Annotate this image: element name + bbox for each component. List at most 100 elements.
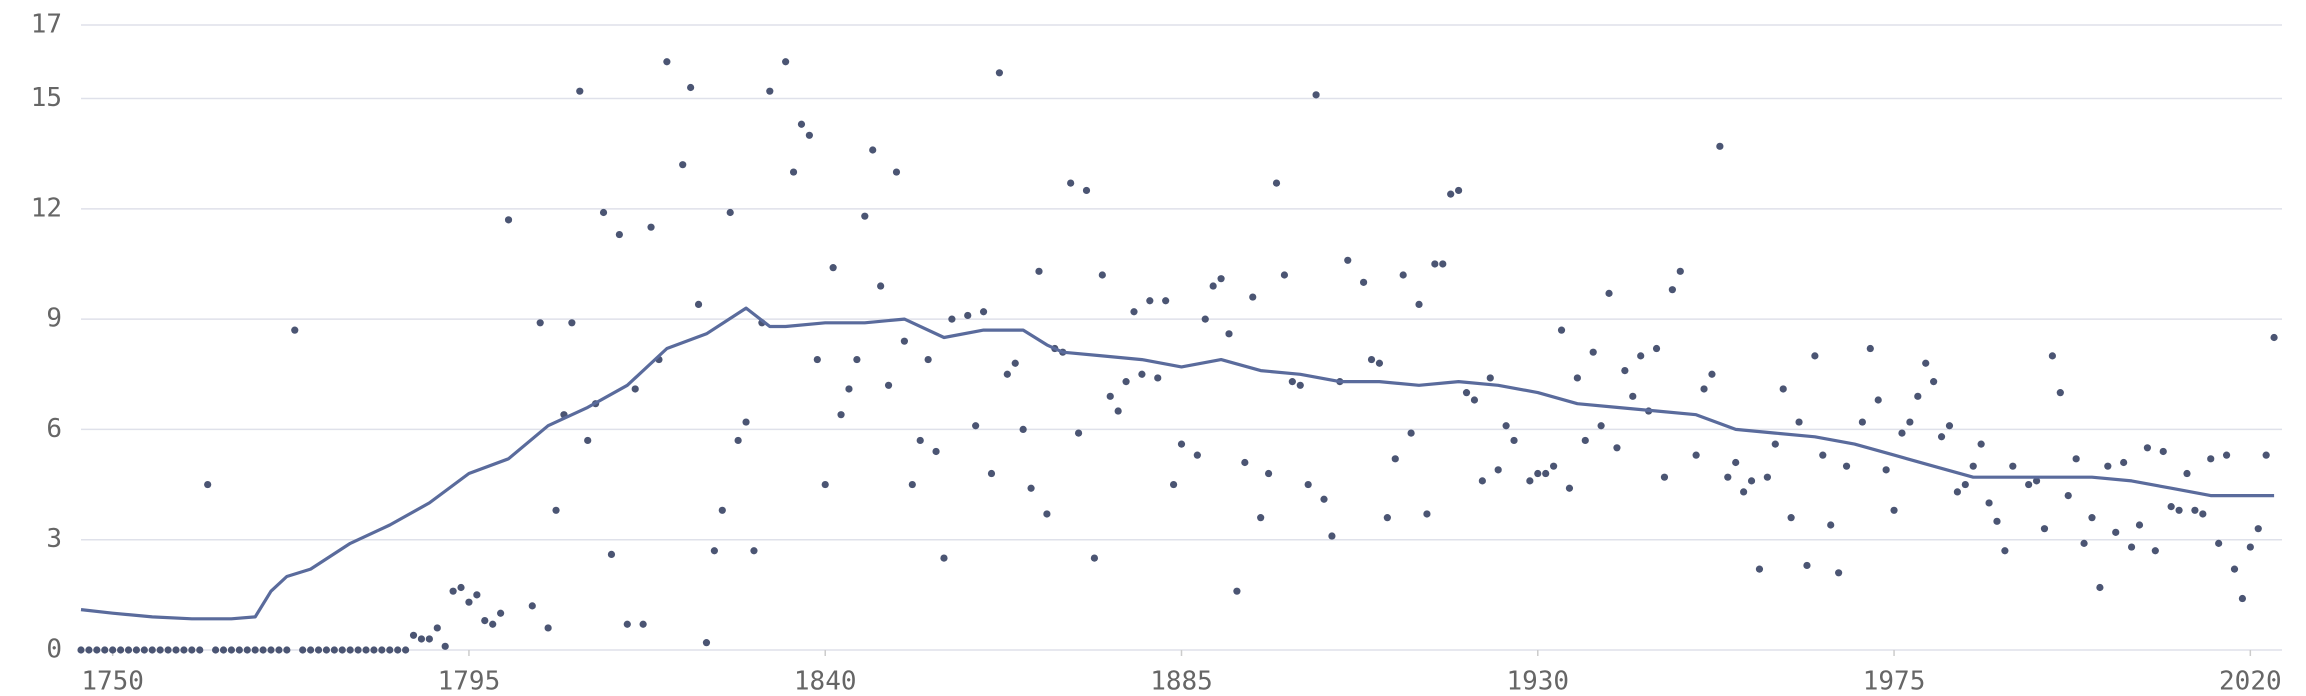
point: [615, 230, 623, 239]
point: [1415, 300, 1423, 309]
point: [789, 168, 798, 176]
y-tick-label: 17: [31, 10, 62, 40]
point: [259, 646, 267, 654]
point: [1573, 374, 1581, 382]
point: [291, 326, 299, 334]
x-tick-label: 1750: [81, 667, 144, 696]
point: [1542, 469, 1550, 478]
point: [338, 646, 346, 654]
point: [1668, 286, 1676, 294]
point: [1534, 469, 1542, 478]
point: [1969, 462, 1977, 470]
point: [109, 646, 117, 654]
point: [2167, 503, 2175, 511]
point: [1652, 344, 1661, 353]
point: [869, 146, 877, 154]
point: [378, 646, 386, 654]
point: [1953, 488, 1961, 496]
point: [1945, 422, 1954, 430]
point: [1589, 348, 1597, 356]
point: [528, 602, 536, 610]
point: [1090, 554, 1099, 562]
point: [1027, 484, 1035, 492]
point: [1819, 451, 1827, 459]
point: [2135, 521, 2144, 529]
point: [861, 212, 869, 220]
point: [2088, 514, 2096, 522]
x-tick-label: 1975: [1863, 667, 1926, 696]
point: [180, 646, 188, 654]
point: [1003, 370, 1011, 378]
point: [1122, 378, 1130, 386]
y-tick-label: 15: [31, 83, 62, 113]
point: [884, 381, 893, 389]
point: [1423, 510, 1431, 518]
point: [1835, 569, 1843, 577]
point: [465, 598, 473, 606]
point: [932, 447, 940, 456]
point: [892, 168, 901, 176]
point: [235, 646, 243, 654]
point: [402, 646, 410, 654]
point: [995, 69, 1004, 77]
point: [140, 646, 148, 654]
point: [1177, 440, 1186, 448]
point: [877, 282, 885, 290]
point: [2270, 333, 2278, 342]
point: [1138, 370, 1146, 378]
point: [497, 609, 505, 617]
point: [283, 646, 291, 654]
point: [330, 646, 338, 654]
point: [1629, 392, 1637, 400]
point: [1407, 429, 1415, 437]
point: [116, 646, 125, 654]
point: [837, 411, 845, 419]
point: [93, 646, 101, 654]
point: [2056, 389, 2064, 397]
point: [726, 208, 734, 217]
point: [1447, 190, 1455, 198]
point: [1827, 521, 1835, 529]
point: [1740, 488, 1748, 496]
point: [1763, 473, 1771, 481]
point: [805, 131, 813, 139]
point: [243, 646, 251, 654]
point: [623, 620, 631, 628]
x-tick-label: 1840: [794, 667, 857, 696]
point: [1660, 473, 1669, 481]
point: [845, 385, 853, 393]
point: [702, 639, 711, 647]
point: [1961, 480, 1969, 489]
point: [307, 646, 315, 654]
point: [1747, 477, 1756, 485]
point: [1708, 370, 1716, 378]
point: [156, 646, 164, 654]
point: [821, 480, 829, 489]
point: [2191, 506, 2199, 514]
point: [663, 58, 671, 66]
point: [1557, 326, 1566, 334]
point: [2222, 451, 2231, 459]
point: [710, 547, 718, 555]
point: [362, 646, 370, 654]
point: [132, 646, 141, 654]
point: [2199, 510, 2207, 518]
point: [2025, 480, 2033, 489]
point: [449, 587, 457, 595]
point: [639, 620, 647, 628]
point: [394, 646, 402, 654]
point: [1439, 260, 1447, 268]
point: [2143, 444, 2152, 452]
point: [782, 58, 790, 66]
point: [631, 385, 639, 393]
point: [1043, 510, 1051, 518]
point: [1922, 359, 1930, 367]
trend-line: [80, 306, 2275, 621]
point: [734, 436, 742, 445]
point: [2183, 469, 2191, 478]
point: [1241, 458, 1249, 467]
point: [750, 547, 758, 555]
point: [718, 506, 726, 514]
y-tick-label: 6: [46, 414, 62, 444]
